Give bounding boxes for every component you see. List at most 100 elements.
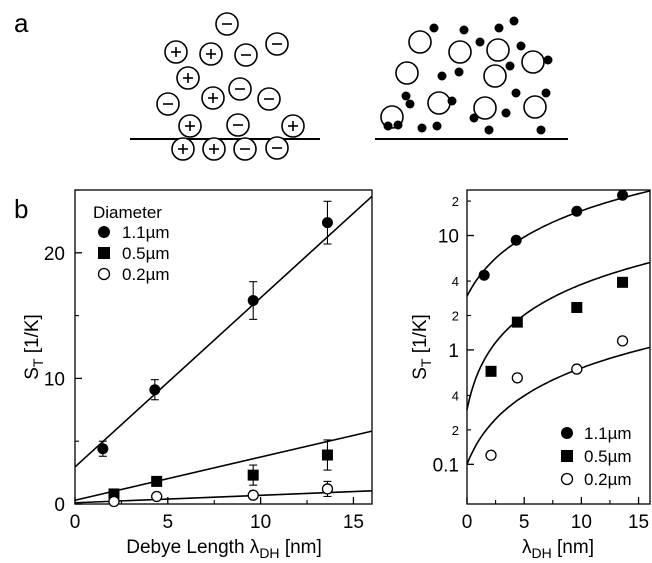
- x-tick-label-right: 10: [571, 512, 592, 533]
- small-ion-icon: [384, 122, 393, 131]
- positive-charge-icon: [200, 43, 222, 65]
- small-ion-icon: [512, 89, 521, 98]
- large-particle-icon: [484, 65, 506, 87]
- plot-left-linear: 0 5 10 15 0 10 20 Diameter 1.1µm 0.5µm 0.2µm ST…: [22, 190, 372, 561]
- small-ion-icon: [448, 97, 457, 106]
- negative-charge-icon: [157, 93, 179, 115]
- small-ion-icon: [495, 24, 504, 33]
- data-point-filled-circle: [248, 295, 259, 306]
- positive-charge-icon: [179, 115, 201, 137]
- data-point-open-circle: [486, 450, 496, 460]
- schematic-charged-colloids: [130, 13, 320, 160]
- y-axis-title-right: ST [1/K]: [410, 314, 434, 380]
- large-particle-icon: [428, 92, 450, 114]
- data-point-open-circle: [99, 269, 110, 280]
- y-minor-tick-label-right: 4: [452, 388, 459, 403]
- x-tick-label-right: 15: [628, 512, 649, 533]
- small-ion-icon: [537, 126, 546, 135]
- y-axis-title-left: ST [1/K]: [22, 314, 46, 380]
- y-axis-title-unit: [1/K]: [22, 314, 43, 358]
- schematic-colloids-with-ions: [375, 17, 568, 140]
- legend-entry-left: 0.5µm: [122, 244, 170, 263]
- x-tick-label-left: 15: [343, 512, 364, 533]
- x-axis-title-unit: [nm]: [280, 537, 322, 558]
- data-point-open-circle: [109, 496, 119, 506]
- data-point-filled-circle: [479, 270, 490, 281]
- x-axis-title-sub: DH: [259, 545, 279, 561]
- panel-label-b: b: [14, 194, 28, 224]
- data-point-open-circle: [562, 474, 573, 485]
- y-axis-title-main: S: [410, 367, 431, 380]
- x-tick-label-left: 0: [70, 512, 81, 533]
- small-ion-icon: [430, 24, 439, 33]
- small-ion-icon: [542, 89, 551, 98]
- large-particle-icon: [522, 51, 544, 73]
- large-particle-icon: [409, 31, 431, 53]
- plot-right-log: 0 5 10 15 0.1 1 10 2 4 2 4 2 1.1µm 0.5µm 0.2µm ST [1…: [410, 190, 650, 561]
- data-point-filled-circle: [511, 235, 522, 246]
- legend-left: Diameter 1.1µm0.5µm0.2µm: [93, 203, 170, 284]
- small-ion-icon: [470, 114, 479, 123]
- data-point-filled-circle: [571, 206, 582, 217]
- positive-charge-icon: [282, 115, 304, 137]
- data-point-filled-square: [512, 317, 523, 328]
- y-tick-label-left: 10: [44, 369, 65, 390]
- negative-charge-icon: [266, 33, 288, 55]
- x-axis-title-right: λDH [nm]: [522, 537, 594, 561]
- large-particle-icon: [449, 41, 471, 63]
- data-point-open-circle: [248, 490, 258, 500]
- small-ion-icon: [406, 100, 415, 109]
- data-point-filled-square: [561, 450, 573, 462]
- small-ion-icon: [517, 42, 526, 51]
- negative-charge-icon: [229, 78, 251, 100]
- negative-charge-icon: [216, 13, 238, 35]
- legend-title: Diameter: [93, 203, 162, 222]
- x-axis-title-main: λ: [522, 537, 532, 558]
- y-minor-tick-label-right: 4: [452, 274, 459, 289]
- data-point-filled-circle: [98, 226, 110, 238]
- y-tick-label-right: 0.1: [433, 455, 459, 476]
- positive-charge-icon: [202, 87, 224, 109]
- x-tick-label-left: 10: [250, 512, 271, 533]
- legend-entry-right: 0.2µm: [584, 470, 632, 489]
- small-ion-icon: [502, 109, 511, 118]
- data-point-filled-square: [486, 366, 497, 377]
- data-point-filled-square: [151, 476, 162, 487]
- small-ion-icon: [455, 68, 464, 77]
- large-particle-icon: [487, 39, 509, 61]
- legend-entry-left: 0.2µm: [122, 265, 170, 284]
- legend-entry-right: 0.5µm: [584, 447, 632, 466]
- panel-label-a: a: [14, 8, 29, 38]
- data-point-filled-circle: [617, 190, 628, 201]
- y-minor-tick-label-right: 2: [452, 194, 459, 209]
- negative-charge-icon: [235, 44, 257, 66]
- x-axis-title-left: Debye Length λDH [nm]: [126, 537, 322, 561]
- x-tick-label-right: 0: [462, 512, 473, 533]
- y-minor-tick-label-right: 2: [452, 423, 459, 438]
- negative-charge-icon: [266, 137, 288, 159]
- data-point-filled-square: [248, 470, 259, 481]
- y-tick-label-left: 20: [44, 244, 65, 265]
- small-ion-icon: [418, 124, 427, 133]
- x-tick-label-right: 5: [519, 512, 530, 533]
- negative-charge-icon: [258, 88, 280, 110]
- small-ion-icon: [544, 56, 553, 65]
- x-axis-title-main: Debye Length λ: [126, 537, 260, 558]
- y-minor-tick-label-right: 2: [452, 308, 459, 323]
- data-point-open-circle: [618, 336, 628, 346]
- y-tick-label-left: 0: [54, 495, 65, 516]
- small-ion-icon: [506, 62, 515, 71]
- small-ion-icon: [485, 126, 494, 135]
- small-ion-icon: [510, 17, 519, 26]
- small-ion-icon: [433, 122, 442, 131]
- data-point-filled-circle: [322, 217, 333, 228]
- small-ion-icon: [394, 121, 403, 130]
- data-point-filled-square: [617, 277, 628, 288]
- data-point-open-circle: [322, 484, 332, 494]
- y-tick-label-right: 10: [438, 227, 459, 248]
- data-point-filled-circle: [97, 443, 108, 454]
- data-point-open-circle: [152, 491, 162, 501]
- data-point-open-circle: [572, 364, 582, 374]
- small-ion-icon: [460, 26, 469, 35]
